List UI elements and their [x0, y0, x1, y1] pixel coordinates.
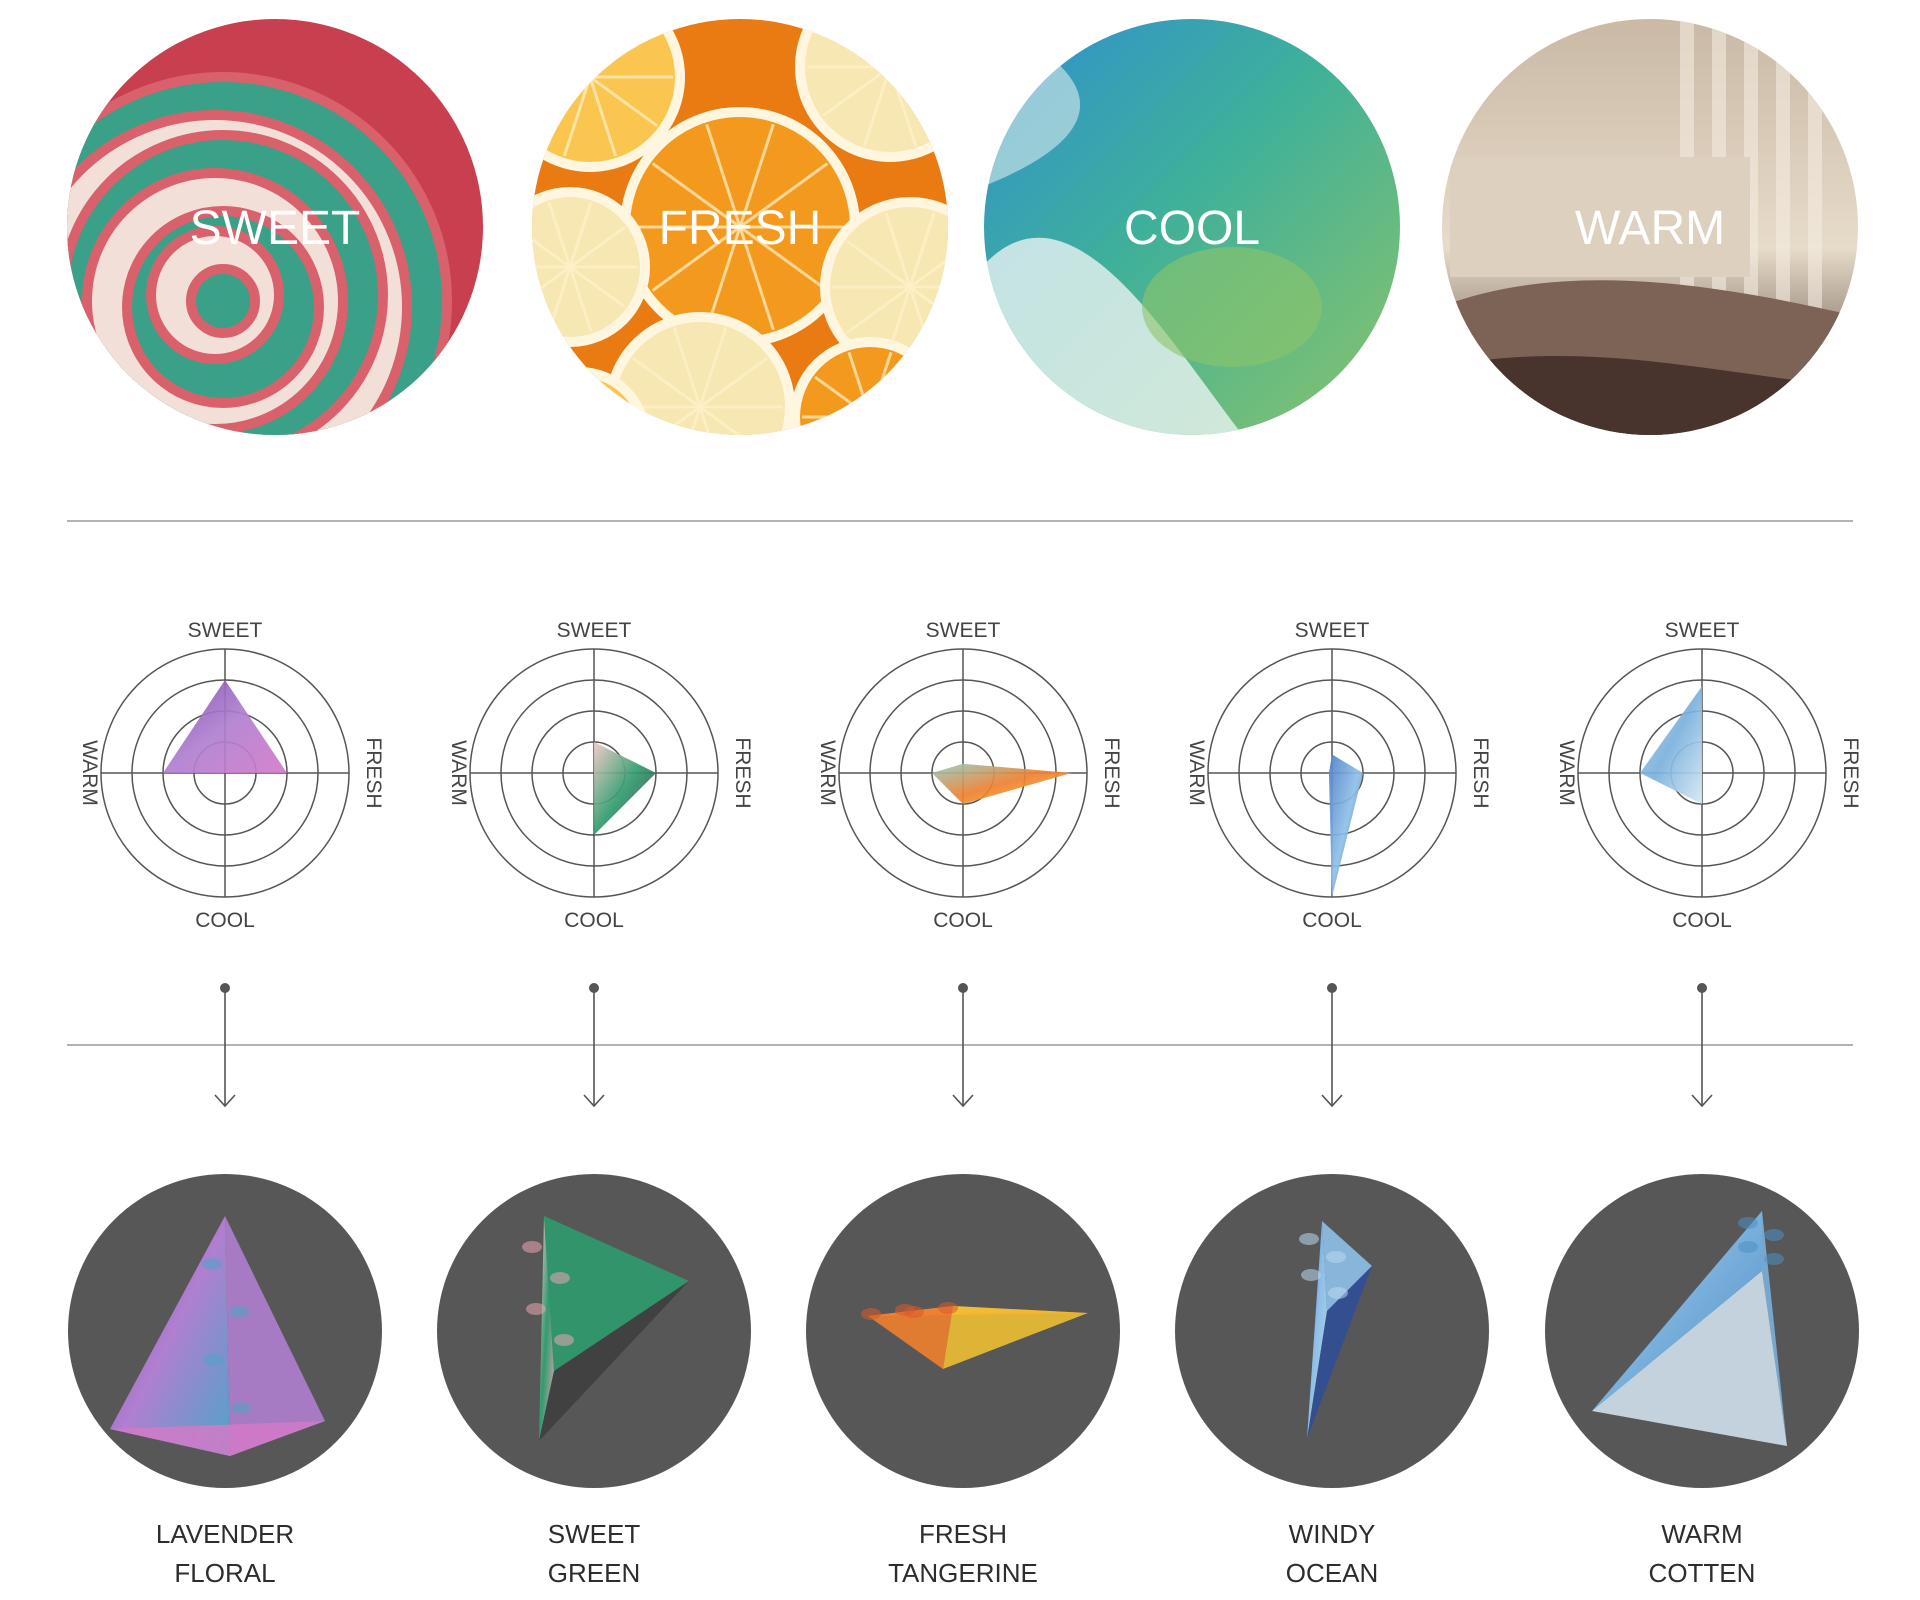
axis-label-cool: COOL	[195, 909, 255, 932]
arrow-down-icon	[952, 983, 974, 1108]
scent-name-line1: LAVENDER	[156, 1519, 294, 1549]
scent-name-line1: WINDY	[1289, 1519, 1376, 1549]
scent-result-3	[806, 1174, 1120, 1488]
axis-label-warm: WARM	[1555, 740, 1578, 806]
mood-cool: COOL	[984, 19, 1400, 435]
crystal-face	[868, 1306, 953, 1369]
scent-profile-shape	[1640, 686, 1702, 804]
scent-profile-shape	[932, 763, 1072, 804]
crystal-face	[943, 1306, 1088, 1369]
radar-chart-5: SWEET COOL FRESH WARM	[1555, 619, 1862, 932]
crystal-face	[544, 1216, 689, 1371]
radar-chart-1: SWEET COOL FRESH WARM	[78, 619, 385, 932]
crystal-face	[539, 1216, 554, 1441]
mood-fresh: FRESH	[532, 19, 948, 435]
scent-name-line2: OCEAN	[1286, 1558, 1378, 1588]
scent-profile-shape	[1328, 754, 1363, 897]
scent-name-3: FRESH TANGERINE	[888, 1519, 1038, 1588]
axis-label-cool: COOL	[933, 909, 993, 932]
mood-label: FRESH	[659, 202, 822, 255]
axis-label-sweet: SWEET	[1665, 619, 1740, 642]
crystal-face	[110, 1216, 230, 1456]
scent-name-1: LAVENDER FLORAL	[156, 1519, 294, 1588]
arrow-down-icon	[583, 983, 605, 1108]
crystal-face	[539, 1281, 689, 1441]
axis-label-warm: WARM	[447, 740, 470, 806]
scent-result-circles	[68, 1174, 1859, 1488]
crystal-face	[1592, 1271, 1787, 1446]
axis-label-warm: WARM	[1185, 740, 1208, 806]
arrow-down-icon	[214, 983, 236, 1108]
axis-label-warm: WARM	[816, 740, 839, 806]
scent-name-line2: COTTEN	[1649, 1558, 1756, 1588]
axis-label-sweet: SWEET	[557, 619, 632, 642]
arrow-down-icon	[1691, 983, 1713, 1108]
crystal-face	[1592, 1211, 1762, 1411]
radar-chart-3: SWEET COOL FRESH WARM	[816, 619, 1123, 932]
axis-label-cool: COOL	[1672, 909, 1732, 932]
scent-name-line1: WARM	[1661, 1519, 1742, 1549]
scent-name-line2: FLORAL	[174, 1558, 275, 1588]
scent-radar-charts: SWEETCOOLFRESHWARMSWEETCOOLFRESHWARMSWEE…	[78, 619, 1862, 932]
scent-name-line2: TANGERINE	[888, 1558, 1038, 1588]
axis-label-sweet: SWEET	[1295, 619, 1370, 642]
scent-result-5	[1545, 1174, 1859, 1488]
scent-profile-shape	[594, 742, 656, 835]
axis-label-warm: WARM	[78, 740, 101, 806]
axis-label-fresh: FRESH	[362, 737, 385, 808]
mood-label: COOL	[1124, 202, 1260, 255]
axis-label-fresh: FRESH	[1100, 737, 1123, 808]
scent-result-2	[437, 1174, 751, 1488]
axis-label-cool: COOL	[1302, 909, 1362, 932]
scent-profile-shape	[163, 680, 287, 773]
radar-chart-4: SWEET COOL FRESH WARM	[1185, 619, 1492, 932]
scent-result-1	[68, 1174, 382, 1488]
scent-name-5: WARM COTTEN	[1649, 1519, 1756, 1588]
crystal-face	[110, 1421, 325, 1456]
axis-label-sweet: SWEET	[926, 619, 1001, 642]
scent-name-line1: SWEET	[548, 1519, 641, 1549]
scent-result-4	[1175, 1174, 1489, 1488]
mood-sweet: SWEET	[67, 19, 483, 435]
mood-label: WARM	[1575, 202, 1725, 255]
crystal-face	[1307, 1266, 1372, 1439]
scent-name-line2: GREEN	[548, 1558, 640, 1588]
scent-name-line1: FRESH	[919, 1519, 1007, 1549]
mood-warm: WARM	[1442, 19, 1858, 435]
arrow-down-icon	[1321, 983, 1343, 1108]
scent-name-4: WINDY OCEAN	[1286, 1519, 1378, 1588]
mood-label: SWEET	[190, 202, 361, 255]
axis-label-cool: COOL	[564, 909, 624, 932]
radar-chart-2: SWEET COOL FRESH WARM	[447, 619, 754, 932]
scent-names: LAVENDER FLORAL SWEET GREEN FRESH TANGERINE WI…	[156, 1519, 1756, 1588]
mood-circles: SWEET FRESH COOL WARM	[67, 19, 1858, 435]
crystal-face	[1762, 1211, 1787, 1446]
candy-swirl-image	[67, 19, 483, 435]
axis-label-fresh: FRESH	[731, 737, 754, 808]
axis-label-fresh: FRESH	[1839, 737, 1862, 808]
crystal-face	[1307, 1221, 1327, 1439]
crystal-face	[225, 1216, 325, 1456]
axis-label-fresh: FRESH	[1469, 737, 1492, 808]
scent-name-2: SWEET GREEN	[548, 1519, 641, 1588]
arrow-connectors	[214, 983, 1713, 1108]
axis-label-sweet: SWEET	[188, 619, 263, 642]
